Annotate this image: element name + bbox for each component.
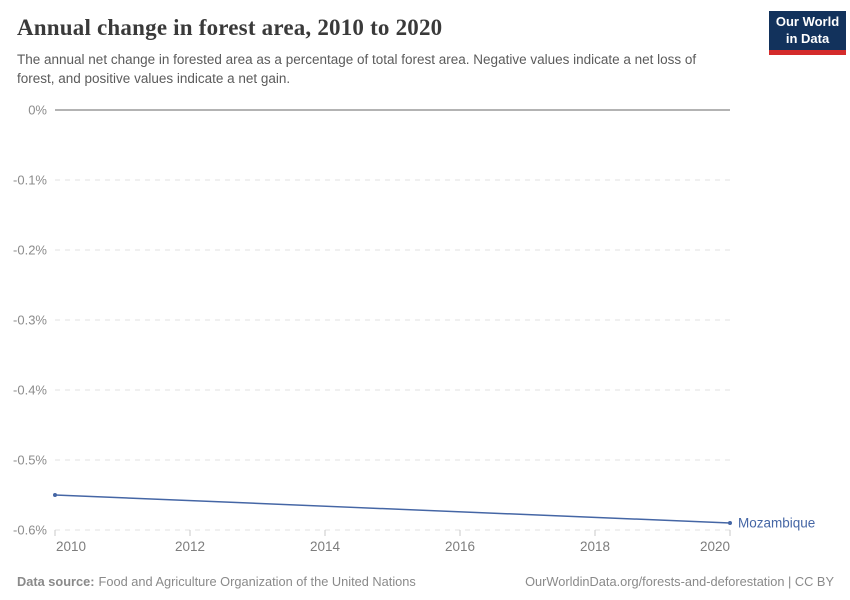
credit-link[interactable]: OurWorldinData.org/forests-and-deforesta… — [525, 574, 834, 589]
series-line[interactable] — [54, 494, 731, 524]
chart-header: Annual change in forest area, 2010 to 20… — [17, 14, 755, 89]
y-axis-tick-label: -0.4% — [13, 383, 47, 398]
y-axis-tick-label: -0.5% — [13, 453, 47, 468]
data-source: Data source: Food and Agriculture Organiz… — [17, 574, 416, 589]
x-axis-tick-label: 2010 — [56, 539, 86, 554]
chart-subtitle: The annual net change in forested area a… — [17, 51, 697, 87]
data-source-label: Data source: — [17, 574, 95, 589]
data-source-value: Food and Agriculture Organization of the… — [98, 574, 416, 589]
y-axis-tick-label: -0.2% — [13, 243, 47, 258]
y-axis-tick-label: -0.1% — [13, 173, 47, 188]
x-axis-tick-label: 2014 — [310, 539, 341, 554]
line-chart[interactable]: 0% -0.1% -0.2% -0.3% -0.4% -0.5% -0.6% 2010 2012… — [0, 95, 850, 560]
x-axis-tick-label: 2020 — [700, 539, 730, 554]
owid-logo-line2: in Data — [785, 30, 830, 46]
owid-logo: Our World in Data — [769, 11, 846, 55]
y-axis-tick-label: -0.3% — [13, 313, 47, 328]
owid-logo-line1: Our World — [775, 14, 840, 30]
chart-footer: Data source: Food and Agriculture Organiz… — [17, 574, 834, 589]
data-point-marker[interactable] — [728, 521, 732, 525]
x-axis-tick-label: 2012 — [175, 539, 205, 554]
data-point-marker[interactable] — [53, 493, 57, 497]
x-axis-tick-label: 2018 — [580, 539, 610, 554]
x-axis-tick-label: 2016 — [445, 539, 475, 554]
y-axis-tick-label: 0% — [28, 103, 47, 118]
series-entity-label[interactable]: Mozambique — [738, 516, 815, 531]
chart-title: Annual change in forest area, 2010 to 20… — [17, 15, 443, 40]
y-axis-tick-label: -0.6% — [13, 523, 47, 538]
